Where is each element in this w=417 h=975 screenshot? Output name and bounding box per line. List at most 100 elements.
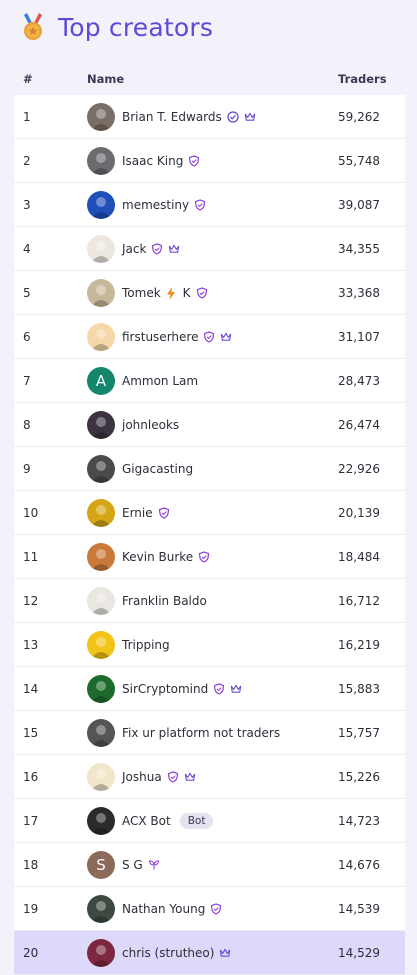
avatar[interactable]	[87, 894, 115, 923]
traders-count: 15,226	[338, 769, 380, 784]
table-row[interactable]: 2 Isaac King 55,748	[14, 139, 405, 183]
traders-count: 22,926	[338, 461, 380, 476]
traders-count: 15,883	[338, 681, 380, 696]
table-row[interactable]: 16 Joshua 15,226	[14, 755, 405, 799]
avatar[interactable]: S	[87, 850, 115, 879]
creator-name-link[interactable]: Franklin Baldo	[122, 594, 207, 608]
creator-name-link[interactable]: S G	[122, 858, 160, 872]
table-row[interactable]: 12 Franklin Baldo 16,712	[14, 579, 405, 623]
creator-name-link[interactable]: Isaac King	[122, 154, 200, 168]
rank-cell: 12	[23, 593, 39, 608]
avatar[interactable]	[87, 762, 115, 791]
creator-name: Joshua	[122, 769, 162, 784]
avatar[interactable]	[87, 322, 115, 351]
table-row[interactable]: 8 johnleoks 26,474	[14, 403, 405, 447]
creator-name-link[interactable]: firstuserhere	[122, 330, 232, 344]
avatar[interactable]	[87, 718, 115, 747]
sprout-icon	[148, 859, 160, 871]
creator-name-link[interactable]: Joshua	[122, 770, 196, 784]
creator-name-link[interactable]: Brian T. Edwards	[122, 110, 256, 124]
table-row[interactable]: 19 Nathan Young 14,539	[14, 887, 405, 931]
avatar[interactable]	[87, 542, 115, 571]
shield-icon	[196, 286, 208, 299]
creators-list: 1 Brian T. Edwards 59,262 2 Isaac King 55,748…	[14, 95, 405, 975]
rank-cell: 16	[23, 769, 39, 784]
avatar-initial: A	[95, 371, 107, 390]
avatar[interactable]	[87, 674, 115, 703]
creator-name-link[interactable]: Fix ur platform not traders	[122, 726, 280, 740]
avatar[interactable]	[87, 630, 115, 659]
rank-cell: 11	[23, 549, 39, 564]
avatar[interactable]	[87, 278, 115, 307]
creator-name-link[interactable]: Nathan Young	[122, 902, 222, 916]
creator-name-link[interactable]: Kevin Burke	[122, 550, 210, 564]
rank-cell: 19	[23, 901, 39, 916]
table-row[interactable]: 4 Jack 34,355	[14, 227, 405, 271]
table-row[interactable]: 9 Gigacasting 22,926	[14, 447, 405, 491]
rank-cell: 13	[23, 637, 39, 652]
table-row[interactable]: 5 Tomek K 33,368	[14, 271, 405, 315]
column-name: Name	[87, 72, 125, 86]
rank-cell: 4	[23, 241, 31, 256]
avatar[interactable]	[87, 938, 115, 967]
rank-cell: 10	[23, 505, 39, 520]
creator-name: Tomek	[122, 285, 161, 300]
shield-icon	[188, 154, 200, 167]
creator-name-link[interactable]: Tripping	[122, 638, 170, 652]
creator-name-link[interactable]: johnleoks	[122, 418, 179, 432]
table-row[interactable]: 18 S S G 14,676	[14, 843, 405, 887]
rank-cell: 18	[23, 857, 39, 872]
table-row[interactable]: 15 Fix ur platform not traders 15,757	[14, 711, 405, 755]
creator-name-link[interactable]: chris (strutheo)	[122, 946, 231, 960]
bot-badge: Bot	[179, 812, 214, 829]
creator-name-link[interactable]: Ammon Lam	[122, 374, 198, 388]
creator-name: Isaac King	[122, 153, 184, 168]
table-row[interactable]: 14 SirCryptomind 15,883	[14, 667, 405, 711]
table-row[interactable]: 11 Kevin Burke 18,484	[14, 535, 405, 579]
creator-name: memestiny	[122, 197, 190, 212]
avatar[interactable]	[87, 498, 115, 527]
creator-name: Ammon Lam	[122, 373, 199, 388]
rank-cell: 17	[23, 813, 39, 828]
avatar[interactable]: A	[87, 366, 115, 395]
shield-icon	[210, 902, 222, 915]
avatar[interactable]	[87, 410, 115, 439]
avatar[interactable]	[87, 190, 115, 219]
avatar[interactable]	[87, 146, 115, 175]
table-row[interactable]: 17 ACX Bot Bot 14,723	[14, 799, 405, 843]
table-row[interactable]: 13 Tripping 16,219	[14, 623, 405, 667]
crown-icon	[184, 771, 196, 783]
shield-icon	[203, 330, 215, 343]
creator-name-link[interactable]: Tomek K	[122, 286, 208, 300]
table-row[interactable]: 1 Brian T. Edwards 59,262	[14, 95, 405, 139]
creator-name: Gigacasting	[122, 461, 194, 476]
traders-count: 26,474	[338, 417, 380, 432]
table-row[interactable]: 20 chris (strutheo) 14,529	[14, 931, 405, 975]
rank-cell: 15	[23, 725, 39, 740]
crown-icon	[219, 947, 231, 959]
rank-cell: 14	[23, 681, 39, 696]
avatar[interactable]	[87, 806, 115, 835]
table-row[interactable]: 3 memestiny 39,087	[14, 183, 405, 227]
table-row[interactable]: 6 firstuserhere 31,107	[14, 315, 405, 359]
creator-name-suffix: K	[182, 285, 191, 300]
creator-name-link[interactable]: SirCryptomind	[122, 682, 242, 696]
creator-name-link[interactable]: memestiny	[122, 198, 206, 212]
table-row[interactable]: 10 Ernie 20,139	[14, 491, 405, 535]
column-rank: #	[23, 72, 33, 86]
avatar[interactable]	[87, 102, 115, 131]
avatar[interactable]	[87, 586, 115, 615]
avatar[interactable]	[87, 454, 115, 483]
avatar[interactable]	[87, 234, 115, 263]
creator-name-link[interactable]: Gigacasting	[122, 462, 193, 476]
creator-name: Franklin Baldo	[122, 593, 207, 608]
page-title: Top creators	[58, 12, 214, 42]
table-row[interactable]: 7 A Ammon Lam 28,473	[14, 359, 405, 403]
creator-name-link[interactable]: Jack	[122, 242, 180, 256]
creator-name-link[interactable]: Ernie	[122, 506, 170, 520]
shield-icon	[198, 550, 210, 563]
traders-count: 14,676	[338, 857, 380, 872]
creator-name: firstuserhere	[122, 329, 199, 344]
creator-name: Ernie	[122, 505, 153, 520]
creator-name-link[interactable]: ACX Bot Bot	[122, 812, 214, 829]
